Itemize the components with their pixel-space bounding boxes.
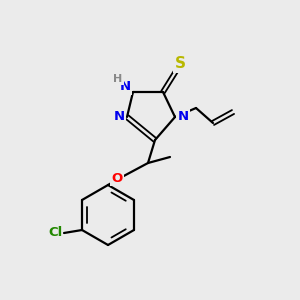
Text: O: O — [111, 172, 123, 184]
Text: H: H — [113, 74, 123, 84]
Text: N: N — [113, 110, 124, 124]
Text: Cl: Cl — [48, 226, 62, 239]
Text: S: S — [175, 56, 185, 71]
Text: N: N — [119, 80, 130, 94]
Text: N: N — [177, 110, 189, 124]
